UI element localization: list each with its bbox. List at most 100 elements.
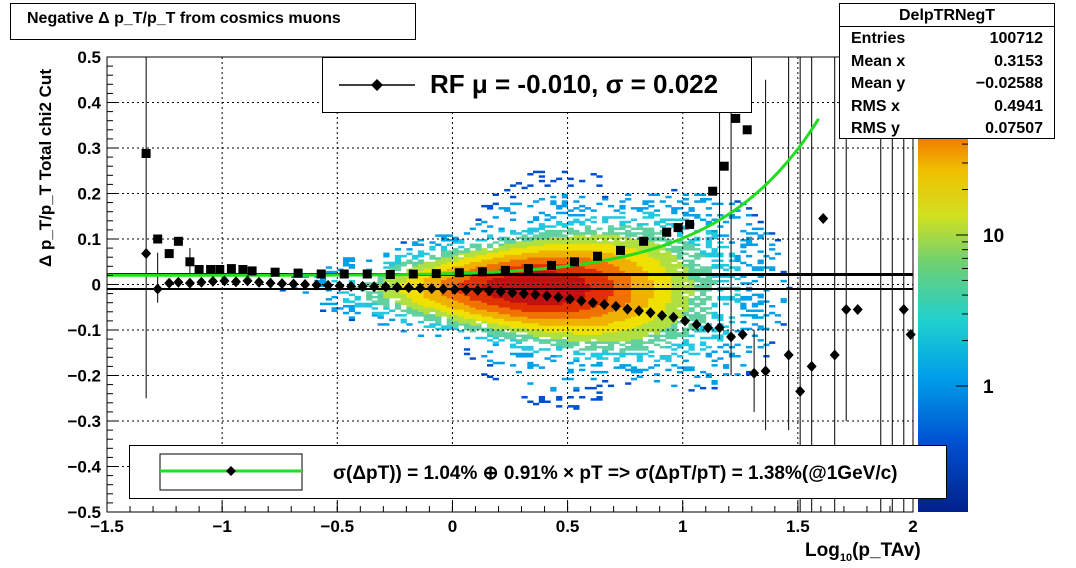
y-axis-label: Δ p_T/p_T Total chi2 Cut [36,69,55,267]
heatmap-cell [423,300,430,303]
heatmap-cell [625,320,632,324]
heatmap-cell [579,282,586,285]
heatmap-cell [619,232,626,235]
heatmap-cell [607,343,615,347]
heatmap-cell [705,266,712,269]
heatmap-cell [550,239,557,242]
heatmap-cell [510,314,517,317]
diamond-marker [311,279,322,291]
heatmap-cell [510,232,517,235]
heatmap-cell [561,311,568,315]
heatmap-cell [573,282,580,285]
diamond-marker [610,300,621,312]
heatmap-cell [746,350,753,353]
heatmap-cell [625,314,632,317]
heatmap-cell [550,327,557,331]
heatmap-cell [636,291,643,294]
heatmap-cell [463,293,471,297]
heatmap-cell [527,348,534,351]
heatmap-cell [665,293,672,297]
heatmap-cell [469,309,476,312]
heatmap-cell [556,284,563,287]
heatmap-cell [659,284,666,287]
heatmap-cell [394,314,402,317]
heatmap-cell [579,266,586,269]
heatmap-cell [688,241,695,244]
heatmap-cell [492,268,499,272]
heatmap-cell [544,275,551,278]
heatmap-cell [463,266,471,269]
heatmap-cell [630,330,638,333]
heatmap-cell [556,241,563,244]
heatmap-cell [682,211,689,215]
heatmap-cell [625,252,632,256]
heatmap-cell [573,243,580,246]
heatmap-cell [642,261,649,265]
heatmap-cell [550,320,557,324]
heatmap-cell [435,320,442,324]
heatmap-cell [561,211,568,215]
heatmap-cell [734,289,741,292]
heatmap-cell [527,302,534,306]
heatmap-cell [746,239,753,242]
colorbar-label: 1 [983,377,994,398]
heatmap-cell [515,291,522,294]
heatmap-cell [377,323,384,326]
heatmap-cell [556,325,563,328]
heatmap-cell [527,239,534,242]
heatmap-cell [579,307,586,310]
heatmap-cell [538,302,545,306]
heatmap-cell [607,268,615,272]
heatmap-cell [584,323,591,326]
heatmap-cell [682,311,689,315]
heatmap-cell [331,279,338,283]
heatmap-cell [607,293,615,297]
heatmap-cell [452,302,459,306]
heatmap-cell [429,295,436,299]
y-tick-label: −0.2 [67,367,101,386]
heatmap-cell [348,305,355,308]
heatmap-cell [510,218,517,221]
heatmap-cell [492,307,499,310]
heatmap-cell [602,220,609,224]
heatmap-cell [533,243,540,246]
heatmap-cell [671,284,678,287]
heatmap-cell [400,254,407,258]
heatmap-cell [550,323,557,326]
heatmap-cell [590,279,597,283]
heatmap-cell [561,229,568,233]
heatmap-cell [567,341,574,344]
heatmap-cell [746,241,753,244]
heatmap-cell [556,289,563,292]
heatmap-cell [406,305,413,308]
heatmap-cell [705,241,712,244]
heatmap-cell [452,261,459,265]
heatmap-cell [510,305,517,308]
heatmap-cell [653,220,661,224]
heatmap-cell [440,259,448,262]
heatmap-cell [492,252,499,256]
heatmap-cell [544,218,551,221]
heatmap-cell [550,318,557,322]
heatmap-cell [487,252,494,256]
heatmap-cell [533,339,540,342]
heatmap-cell [746,295,753,299]
heatmap-cell [653,270,661,274]
heatmap-cell [642,291,649,294]
heatmap-cell [538,396,545,399]
heatmap-cell [769,232,776,235]
heatmap-cell [596,314,603,317]
heatmap-cell [556,207,563,210]
heatmap-cell [561,305,568,308]
heatmap-cell [665,275,672,278]
heatmap-cell [550,295,557,299]
heatmap-cell [584,348,591,351]
heatmap-cell [619,264,626,267]
heatmap-cell [653,359,661,363]
heatmap-cell [556,236,563,240]
heatmap-cell [619,295,626,299]
heatmap-cell [630,245,638,249]
heatmap-cell [653,309,661,312]
heatmap-cell [435,300,442,303]
heatmap-cell [521,245,528,249]
